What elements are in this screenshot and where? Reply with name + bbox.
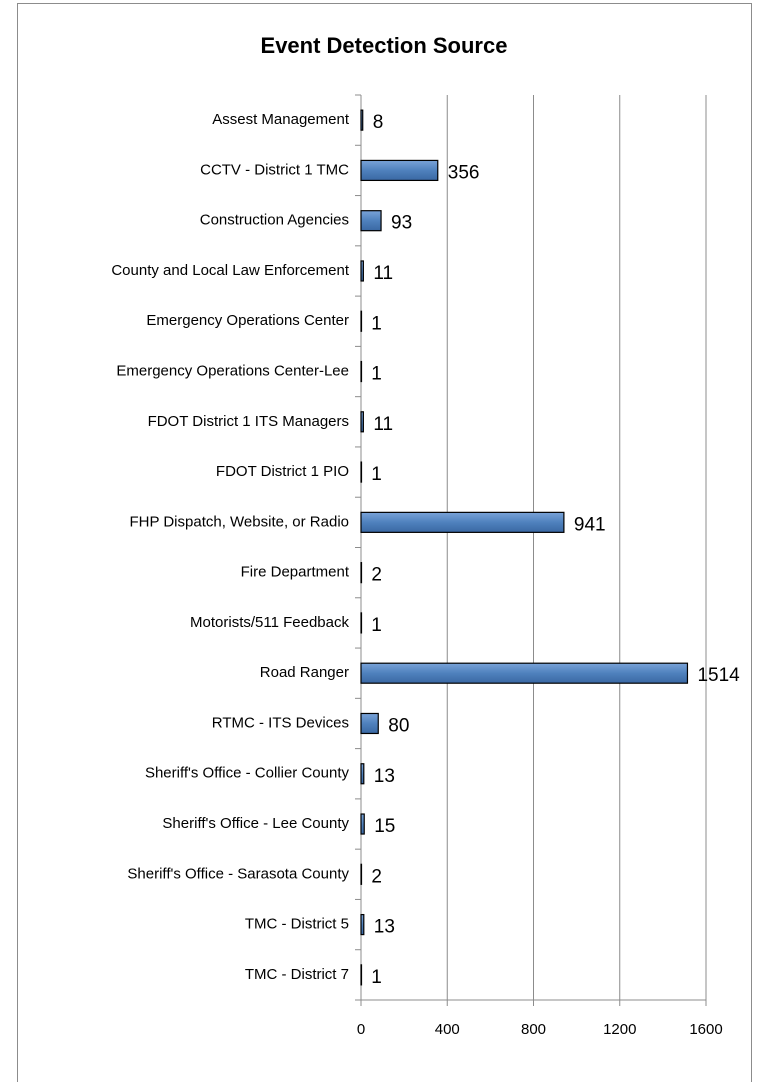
x-tick-label: 1600 (689, 1021, 722, 1038)
bar (360, 511, 565, 533)
bar (360, 260, 364, 282)
chart-frame (17, 3, 752, 1082)
bar (360, 813, 365, 835)
x-tick-label: 1200 (603, 1021, 636, 1038)
y-tick-label: County and Local Law Enforcement (111, 262, 349, 279)
bar (360, 411, 364, 433)
y-tick-label: Assest Management (212, 111, 350, 128)
bar (360, 662, 689, 684)
bar (360, 562, 363, 584)
value-label: 1 (371, 313, 382, 334)
value-label: 13 (374, 766, 395, 787)
bar (360, 712, 379, 735)
value-label: 1514 (697, 665, 740, 686)
y-tick-label: RTMC - ITS Devices (212, 714, 349, 731)
bar (360, 461, 363, 483)
value-label: 8 (373, 112, 384, 133)
y-tick-label: Sheriff's Office - Lee County (162, 815, 349, 832)
y-tick-label: FDOT District 1 ITS Managers (148, 413, 349, 430)
chart-title: Event Detection Source (261, 33, 508, 58)
value-label: 1 (371, 464, 382, 485)
value-label: 2 (371, 565, 382, 586)
bar (360, 763, 365, 785)
value-label: 356 (448, 162, 480, 183)
y-tick-label: Construction Agencies (200, 212, 349, 229)
y-tick-label: CCTV - District 1 TMC (200, 161, 349, 178)
value-label: 11 (373, 414, 393, 435)
value-label: 13 (374, 917, 395, 938)
y-tick-label: Sheriff's Office - Sarasota County (127, 865, 349, 882)
value-label: 11 (373, 263, 393, 284)
value-label: 1 (371, 967, 382, 988)
bar (360, 964, 363, 986)
y-tick-label: Sheriff's Office - Collier County (145, 765, 350, 782)
y-tick-label: Road Ranger (260, 664, 349, 681)
value-label: 93 (391, 213, 412, 234)
value-label: 941 (574, 514, 606, 535)
y-tick-label: TMC - District 5 (245, 916, 349, 933)
value-label: 15 (374, 816, 395, 837)
y-tick-label: Motorists/511 Feedback (190, 614, 349, 631)
value-label: 2 (371, 866, 382, 887)
y-tick-label: TMC - District 7 (245, 966, 349, 983)
bar (360, 360, 363, 383)
y-tick-label: Emergency Operations Center-Lee (116, 362, 349, 379)
value-label: 1 (371, 364, 382, 385)
bar (360, 109, 364, 131)
bar (360, 210, 382, 232)
bar (360, 159, 439, 182)
bar (360, 913, 365, 936)
x-tick-label: 800 (521, 1021, 546, 1038)
y-tick-label: FDOT District 1 PIO (216, 463, 349, 480)
x-tick-label: 0 (357, 1021, 365, 1038)
x-tick-label: 400 (435, 1021, 460, 1038)
value-label: 80 (388, 715, 409, 736)
bar (360, 612, 363, 634)
value-label: 1 (371, 615, 382, 636)
y-tick-label: Fire Department (241, 564, 350, 581)
bar (360, 863, 363, 885)
y-tick-label: FHP Dispatch, Website, or Radio (129, 513, 349, 530)
bar (360, 310, 363, 332)
y-tick-label: Emergency Operations Center (146, 312, 349, 329)
